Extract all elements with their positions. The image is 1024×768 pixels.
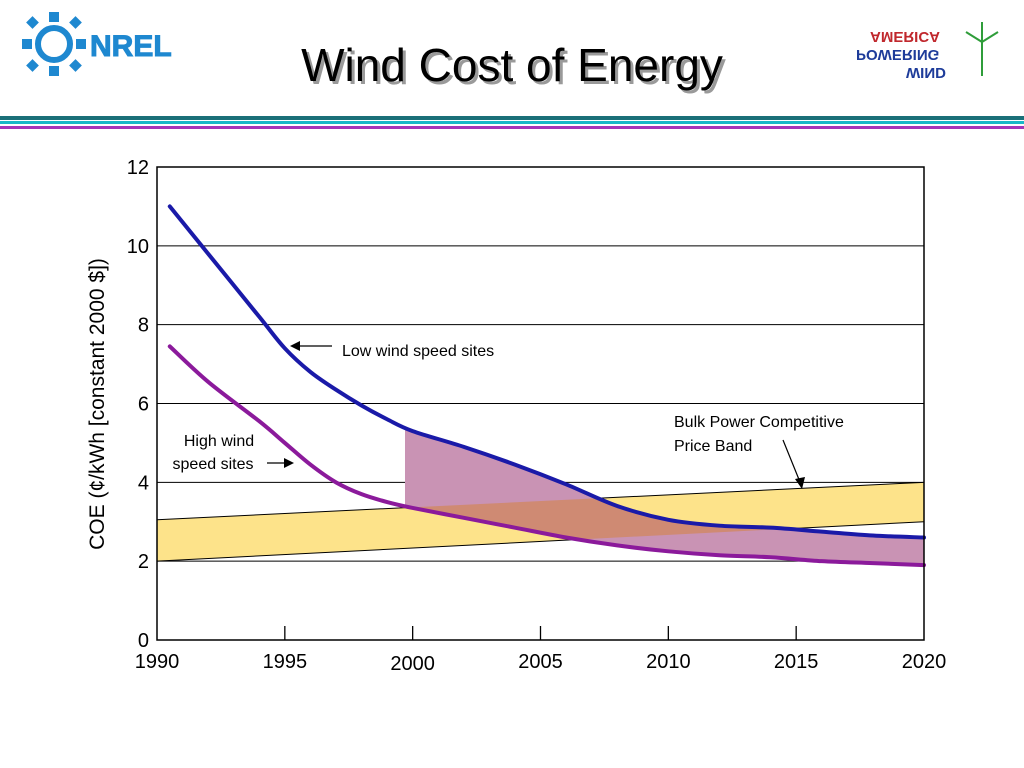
- x-tick-label-1990: 1990: [135, 651, 180, 673]
- header-divider: [0, 116, 1024, 129]
- arrow-right-icon: [284, 458, 294, 468]
- annotation-high-wind-line-2: speed sites: [173, 456, 254, 473]
- y-tick-label-2: 2: [138, 551, 149, 573]
- x-tick-label-2005: 2005: [518, 651, 563, 673]
- wpa-logo-line-1: AMERICA: [870, 28, 940, 45]
- y-tick-label-0: 0: [138, 630, 149, 652]
- annotation-price-band-line-1: Bulk Power Competitive: [674, 414, 844, 431]
- annotation-price-band: Bulk Power Competitive Price Band: [674, 414, 844, 489]
- wind-powering-america-logo: AMERICA POWERING WIND: [856, 22, 999, 81]
- series-line-high-wind: [167, 344, 926, 568]
- nrel-logo: NREL: [22, 12, 172, 76]
- x-tick-label-2000: 2000: [390, 653, 435, 675]
- y-tick-label-8: 8: [138, 315, 149, 337]
- y-tick-label-4: 4: [138, 472, 149, 494]
- x-tick-label-2020: 2020: [902, 651, 947, 673]
- series-lines: [167, 204, 926, 568]
- annotation-low-wind-text: Low wind speed sites: [342, 343, 494, 360]
- axis-ticks: 0 2 4 6 8 10 12 1990 1995 2000 2005 2010 2015 2020: [127, 157, 947, 675]
- arrow-down-icon: [795, 477, 805, 489]
- grid-lines: [157, 245, 924, 562]
- annotation-high-wind: High wind speed sites: [173, 433, 294, 473]
- annotation-price-band-line-2: Price Band: [674, 438, 752, 455]
- arrow-left-icon: [290, 341, 300, 351]
- x-tick-label-2010: 2010: [646, 651, 691, 673]
- annotation-low-wind: Low wind speed sites: [290, 341, 494, 360]
- slide-title: Wind Cost of Energy: [301, 39, 723, 91]
- nrel-logo-text: NREL: [90, 30, 172, 63]
- x-tick-label-1995: 1995: [263, 651, 308, 673]
- y-axis-title: COE (¢/kWh [constant 2000 $]): [86, 258, 109, 550]
- x-tick-label-2015: 2015: [774, 651, 819, 673]
- wpa-logo-line-2: POWERING: [856, 46, 939, 63]
- wind-turbine-icon: [965, 22, 999, 76]
- annotation-high-wind-line-1: High wind: [184, 433, 254, 450]
- y-tick-label-12: 12: [127, 157, 149, 179]
- wpa-logo-line-3: WIND: [906, 64, 946, 81]
- y-tick-label-10: 10: [127, 236, 149, 258]
- series-line-low-wind: [167, 204, 926, 540]
- y-tick-label-6: 6: [138, 394, 149, 416]
